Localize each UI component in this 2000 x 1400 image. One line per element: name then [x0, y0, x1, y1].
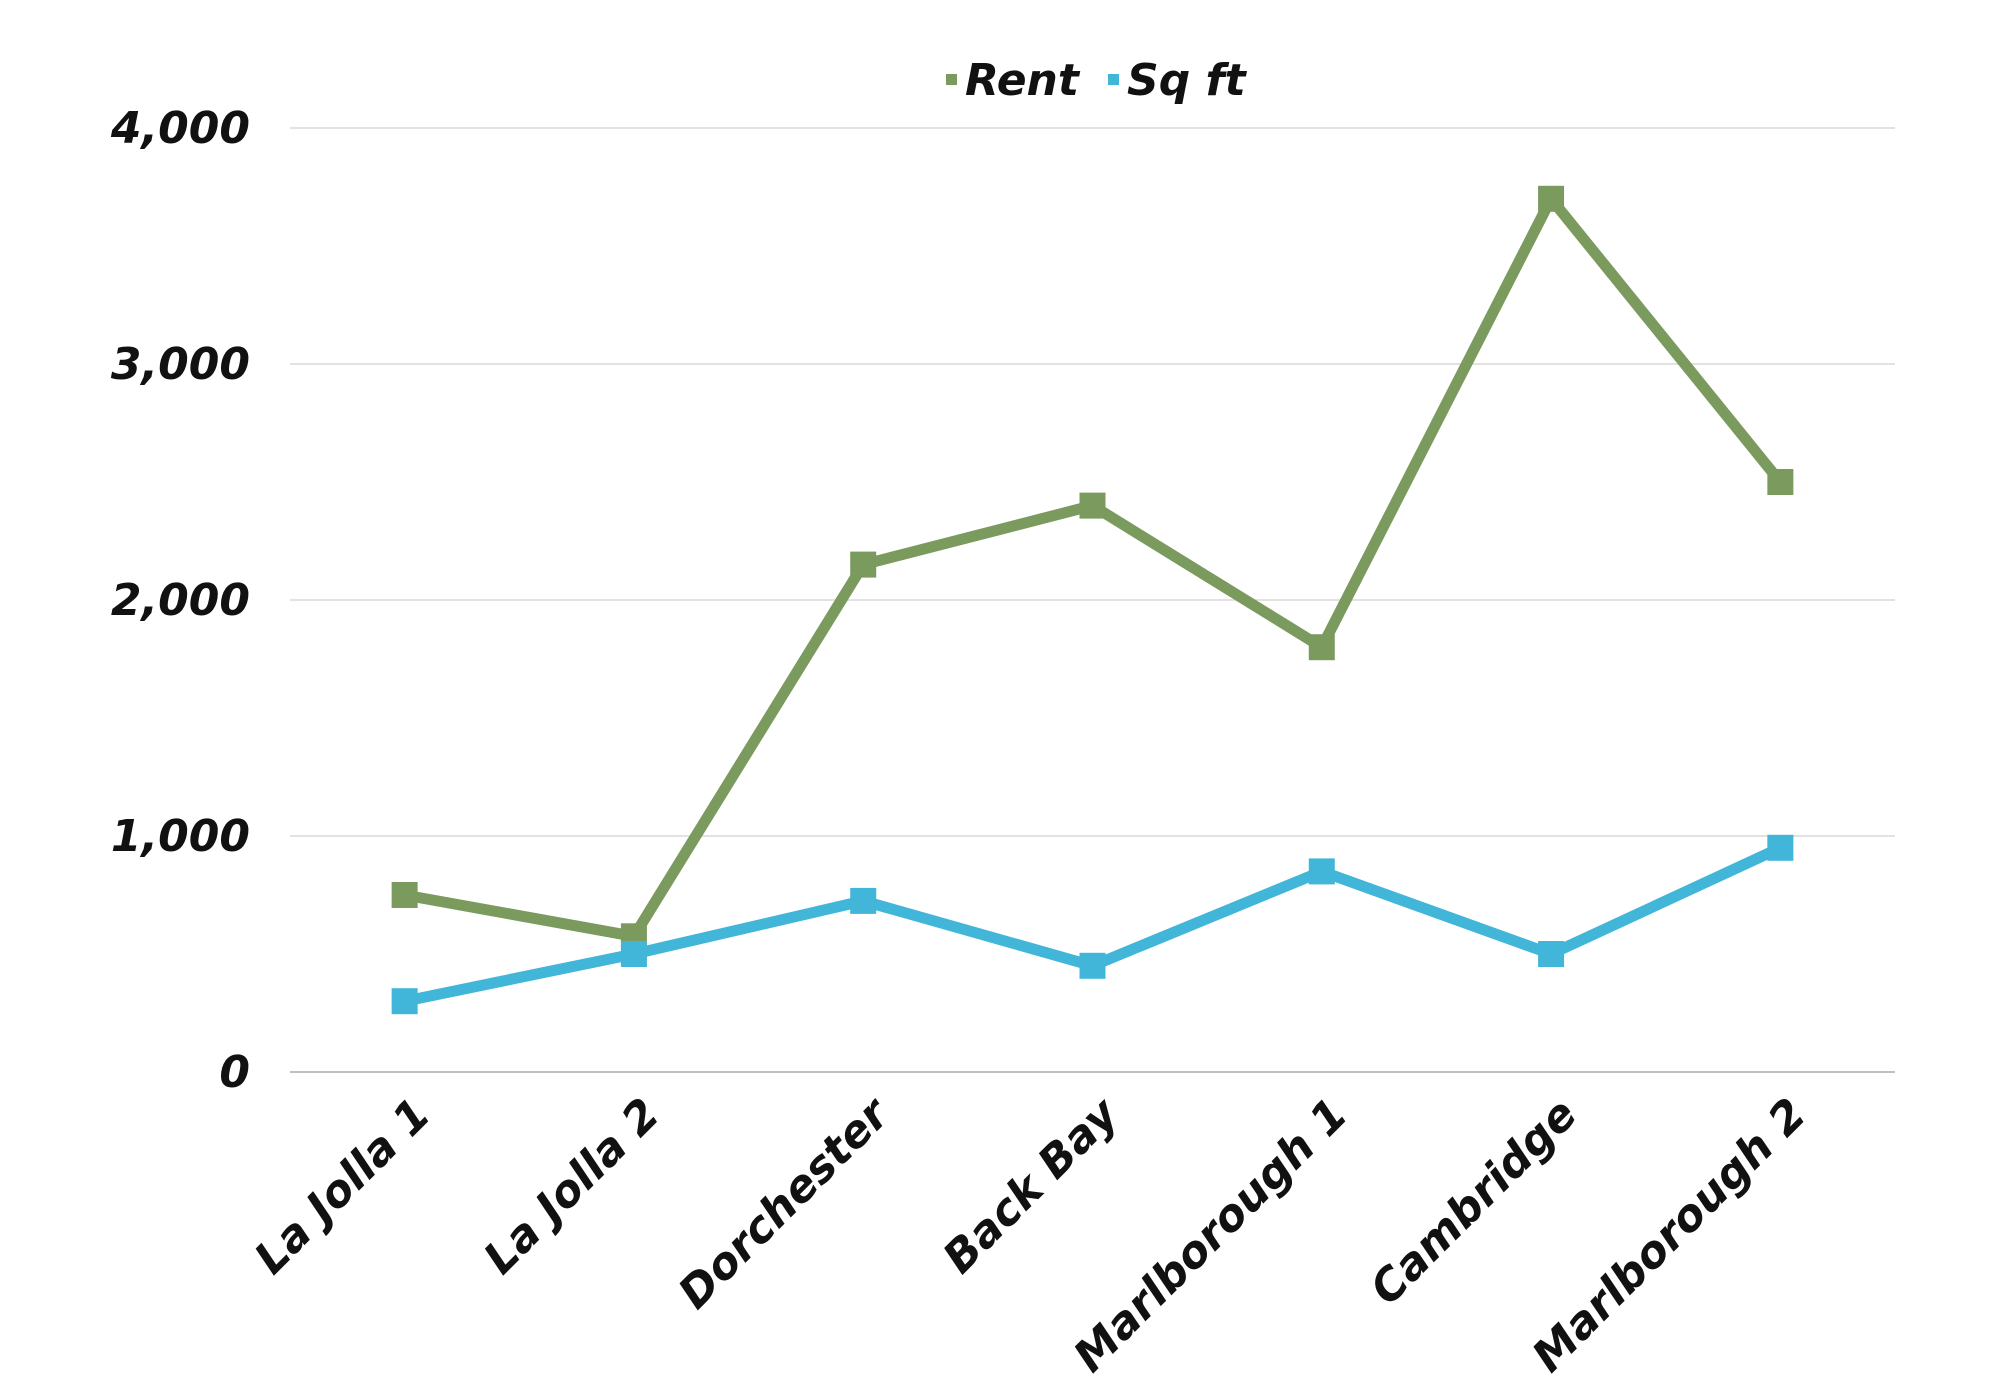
- y-tick-label: 3,000: [111, 339, 250, 390]
- legend-label-rent: Rent: [965, 55, 1081, 106]
- data-point-rent-dorchester: [850, 551, 877, 578]
- data-point-sq-ft-dorchester: [850, 887, 877, 914]
- data-point-rent-la-jolla-1: [391, 882, 418, 908]
- legend-swatch-rent: [946, 74, 957, 85]
- data-point-rent-marlborough-1: [1308, 634, 1335, 661]
- x-tick-label-dorchester: Dorchester: [669, 1087, 901, 1319]
- data-point-sq-ft-cambridge: [1538, 941, 1565, 967]
- series-markers: [391, 185, 1794, 1015]
- data-point-sq-ft-back-bay: [1079, 952, 1106, 979]
- y-tick-label: 1,000: [111, 811, 250, 862]
- legend: Rent Sq ft: [946, 55, 1248, 106]
- x-tick-label-back-bay: Back Bay: [934, 1087, 1130, 1283]
- y-tick-label: 2,000: [111, 575, 250, 626]
- gridlines: [290, 127, 1895, 1073]
- y-tick-label: 0: [219, 1047, 250, 1098]
- legend-label-sq-ft: Sq ft: [1127, 55, 1248, 106]
- x-axis-tick-labels: La Jolla 1 La Jolla 2 Dorchester Back BayMa…: [245, 1087, 1816, 1382]
- series-line-rent: [399, 193, 1786, 942]
- data-point-sq-ft-la-jolla-2: [620, 941, 647, 967]
- x-tick-label-la-jolla-1: La Jolla 1: [245, 1089, 440, 1284]
- data-point-sq-ft-la-jolla-1: [391, 988, 418, 1015]
- data-point-rent-back-bay: [1079, 492, 1106, 519]
- data-point-sq-ft-marlborough-2: [1767, 834, 1794, 861]
- y-axis-tick-labels: 0 1,000 2,000 3,000 4,000: [110, 103, 250, 1098]
- y-tick-label: 4,000: [110, 103, 250, 154]
- legend-swatch-sq-ft: [1108, 74, 1119, 85]
- data-point-rent-marlborough-2: [1767, 469, 1794, 495]
- x-tick-label-cambridge: Cambridge: [1361, 1089, 1587, 1315]
- data-point-sq-ft-marlborough-1: [1308, 858, 1335, 885]
- x-tick-label-la-jolla-2: La Jolla 2: [474, 1089, 669, 1284]
- data-point-rent-cambridge: [1538, 185, 1565, 212]
